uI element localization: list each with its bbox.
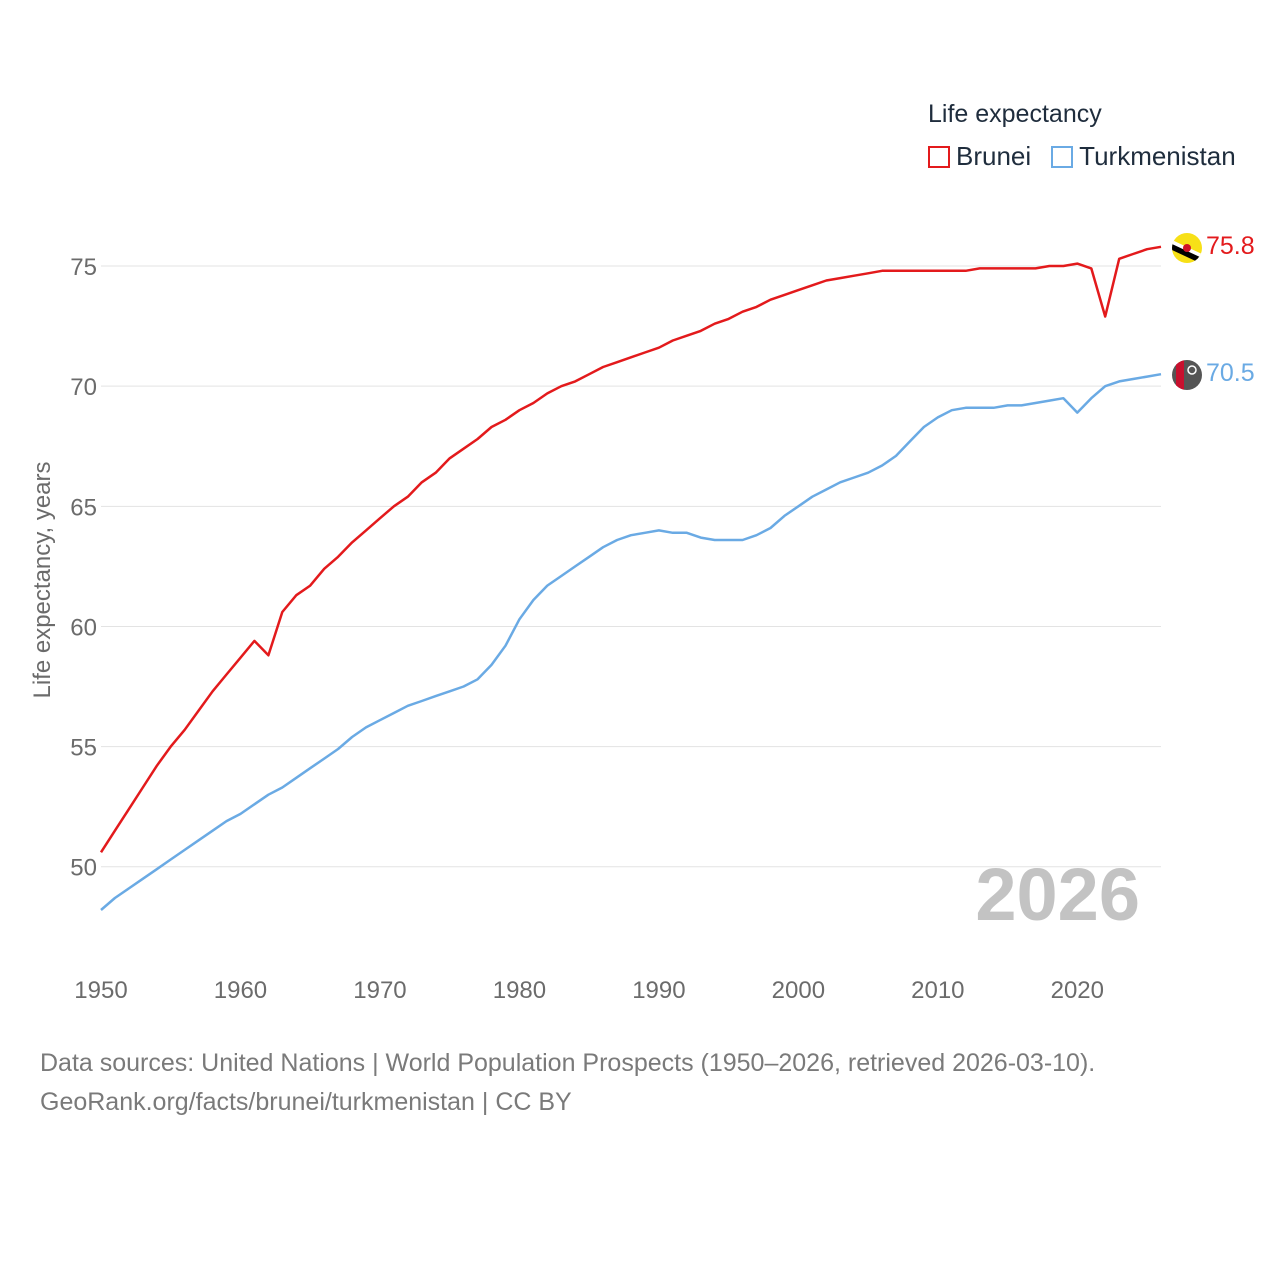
brunei-end-value: 75.8 [1206, 232, 1255, 260]
turkmenistan-end-value: 70.5 [1206, 359, 1255, 387]
y-tick-label: 65 [70, 494, 97, 521]
x-tick-label: 2020 [1051, 977, 1104, 1004]
legend-item-brunei[interactable]: Brunei [928, 141, 1031, 172]
y-tick-label: 50 [70, 855, 97, 882]
x-tick-label: 2010 [911, 977, 964, 1004]
y-tick-label: 70 [70, 374, 97, 401]
x-tick-label: 1950 [74, 977, 127, 1004]
source-note: Data sources: United Nations | World Pop… [40, 1044, 1095, 1122]
turkmenistan-flag-icon [1172, 360, 1202, 390]
legend-label-brunei: Brunei [956, 141, 1032, 171]
brunei-flag-icon [1172, 233, 1202, 263]
source-line-2[interactable]: GeoRank.org/facts/brunei/turkmenistan | … [40, 1088, 572, 1116]
legend-item-turkmenistan[interactable]: Turkmenistan [1051, 141, 1236, 172]
x-tick-label: 1970 [353, 977, 406, 1004]
y-tick-label: 60 [70, 614, 97, 641]
series-line-brunei[interactable] [99, 245, 1162, 853]
current-year-label: 2026 [975, 853, 1140, 936]
y-tick-label: 75 [70, 254, 97, 281]
series-lines [99, 245, 1162, 911]
legend-label-turkmenistan: Turkmenistan [1079, 141, 1236, 171]
x-tick-label: 2000 [772, 977, 825, 1004]
x-tick-label: 1960 [214, 977, 267, 1004]
end-markers [1172, 233, 1202, 390]
legend-swatch-brunei [928, 145, 950, 168]
legend-swatch-turkmenistan [1051, 145, 1074, 168]
legend-title: Life expectancy [928, 100, 1102, 128]
x-tick-label: 1980 [493, 977, 546, 1004]
series-line-turkmenistan[interactable] [100, 372, 1162, 911]
y-axis-title: Life expectancy, years [29, 461, 56, 698]
legend: Life expectancy Brunei Turkmenistan [928, 100, 1236, 172]
source-line-1: Data sources: United Nations | World Pop… [40, 1049, 1096, 1077]
y-tick-label: 55 [70, 735, 97, 762]
x-tick-label: 1990 [632, 977, 685, 1004]
y-axis-ticks: 50 55 60 65 70 75 [70, 254, 97, 882]
x-axis-ticks: 1950 1960 1970 1980 1990 2000 2010 2020 [74, 977, 1104, 1004]
